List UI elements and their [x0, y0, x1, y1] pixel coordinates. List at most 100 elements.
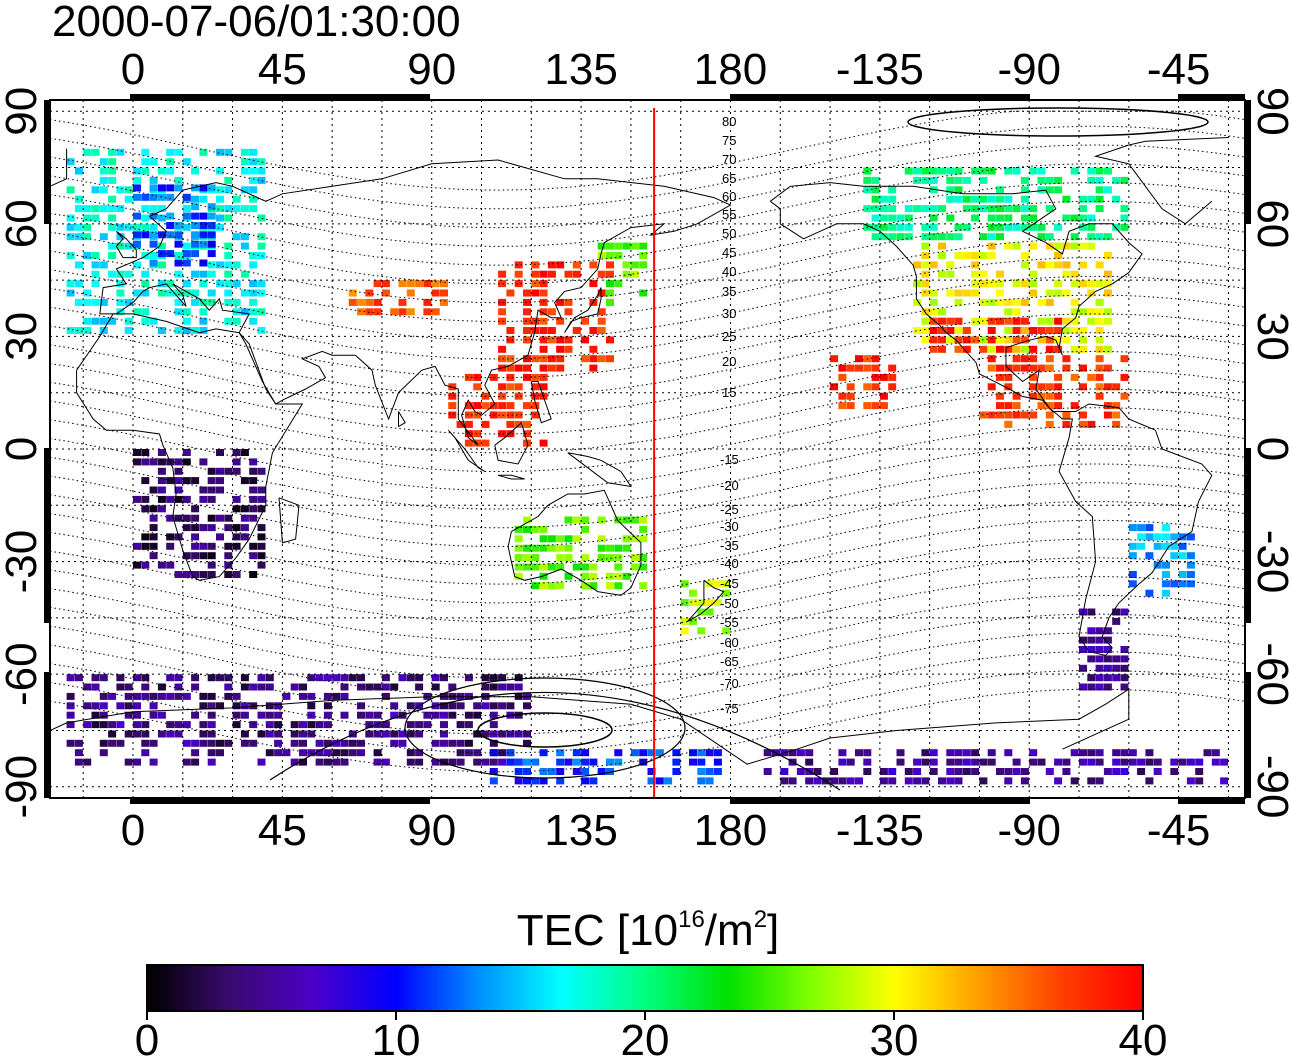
tec-cell [83, 683, 92, 691]
tec-cell [406, 702, 415, 710]
tec-cell [1112, 617, 1121, 625]
tec-cell [498, 702, 507, 710]
tec-cell [523, 525, 531, 533]
tec-cell [514, 777, 523, 785]
tec-cell [689, 599, 697, 607]
tec-cell [257, 327, 266, 334]
tec-cell [481, 702, 490, 710]
tec-cell [83, 758, 92, 766]
tec-cell [240, 289, 249, 297]
bottom-lon-tick-label: 180 [694, 806, 767, 855]
tec-cell [481, 439, 490, 447]
tec-cell [199, 222, 208, 229]
tec-cell [141, 674, 150, 682]
tec-cell [846, 383, 855, 391]
tec-cell [66, 289, 75, 297]
tec-cell [888, 205, 897, 213]
tec-cell [216, 214, 224, 222]
contour-label: -55 [720, 615, 739, 630]
tec-cell [921, 233, 930, 241]
tec-cell [863, 402, 872, 410]
tec-cell [589, 280, 598, 288]
tec-cell [456, 420, 465, 428]
tec-cell [1020, 777, 1029, 785]
tec-cell [431, 711, 440, 719]
tec-cell [149, 317, 158, 325]
tec-cell [332, 692, 341, 700]
tec-cell [581, 758, 590, 766]
tec-cell [108, 195, 117, 203]
tec-cell [987, 214, 996, 222]
tec-cell [830, 383, 839, 391]
tec-cell [1070, 242, 1079, 250]
tec-cell [440, 711, 448, 719]
tec-cell [473, 402, 482, 410]
tec-cell [83, 148, 92, 156]
tec-cell [1070, 270, 1079, 278]
tec-cell [855, 355, 863, 363]
tec-cell [174, 231, 183, 239]
tec-cell [1095, 636, 1104, 644]
tec-cell [929, 223, 938, 231]
tec-cell [938, 327, 946, 334]
tec-cell [647, 749, 656, 757]
tec-cell [498, 749, 507, 757]
tec-cell [622, 270, 631, 278]
tec-cell [946, 289, 955, 297]
tec-cell [141, 205, 150, 213]
tec-cell [141, 308, 150, 316]
tec-cell [240, 270, 249, 278]
tec-cell [224, 467, 233, 475]
tec-cell [116, 280, 125, 288]
tec-cell [232, 449, 241, 456]
tec-cell [763, 768, 772, 775]
tec-cell [954, 223, 963, 231]
tec-cell [871, 373, 880, 381]
tec-cell [1070, 298, 1079, 306]
tec-cell [1012, 327, 1021, 334]
tec-cell [680, 580, 689, 588]
tec-cell [664, 777, 673, 785]
bottom-lon-tick-label: -45 [1147, 806, 1211, 855]
tec-cell [1070, 345, 1079, 353]
tec-cell [1120, 683, 1129, 691]
tec-cell [514, 674, 523, 682]
tec-cell [149, 184, 158, 192]
tec-cell [1004, 749, 1013, 757]
tec-cell [871, 176, 880, 184]
tec-cell [216, 702, 224, 710]
tec-cell [606, 252, 614, 259]
tec-cell [523, 336, 531, 344]
tec-cell [531, 525, 540, 533]
tec-cell [1062, 214, 1071, 222]
tec-cell [249, 261, 258, 269]
tec-cell [174, 176, 183, 184]
tec-cell [108, 317, 117, 325]
left-lat-tick-label: -30 [0, 530, 46, 594]
tec-cell [199, 298, 208, 306]
tec-cell [141, 193, 150, 201]
tec-cell [83, 721, 92, 729]
tec-cell [166, 222, 175, 229]
tec-cell [340, 711, 349, 719]
magnetic-contour-line [50, 350, 1245, 435]
tec-cell [713, 749, 722, 757]
tec-cell [830, 768, 839, 775]
tec-cell [1004, 373, 1013, 381]
tec-cell [116, 148, 125, 156]
tec-cell [1079, 345, 1087, 353]
tec-cell [74, 674, 83, 682]
tec-cell [871, 233, 880, 241]
tec-cell [506, 364, 515, 372]
tec-cell [257, 674, 266, 682]
tec-cell [1029, 280, 1038, 288]
tec-cell [904, 233, 913, 241]
contour-label: 40 [722, 264, 736, 279]
tec-cell [606, 582, 614, 590]
tec-cell [1054, 402, 1063, 410]
tec-cell [257, 711, 266, 719]
contour-label: -60 [720, 635, 739, 650]
tec-cell [124, 683, 133, 691]
tec-cell [166, 542, 175, 550]
tec-cell [182, 259, 191, 267]
